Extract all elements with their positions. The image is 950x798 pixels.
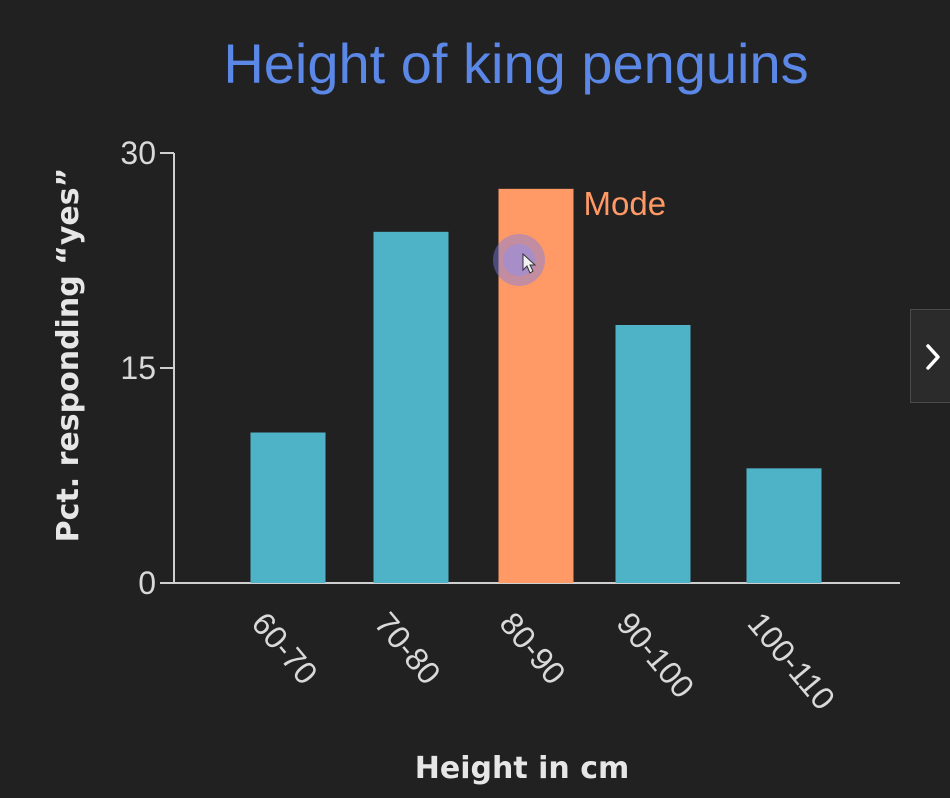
- x-tick-label: 80-90: [493, 605, 573, 691]
- y-tick-label: 0: [138, 565, 156, 601]
- next-button[interactable]: [910, 309, 950, 403]
- y-tick-label: 30: [120, 135, 156, 171]
- bar: [746, 468, 822, 583]
- y-ticks: 0 15 30: [120, 135, 174, 601]
- bar: [373, 231, 449, 584]
- chart-title: Height of king penguins: [223, 32, 808, 95]
- bar: [615, 325, 691, 583]
- x-axis-title: Height in cm: [415, 751, 629, 786]
- cursor-arrow-icon: [522, 252, 537, 274]
- mode-annotation: Mode: [584, 185, 667, 222]
- x-tick-label: 70-80: [368, 605, 448, 691]
- x-ticks: 60-70 70-80 80-90 90-100 100-110: [245, 605, 843, 716]
- y-tick-label: 15: [120, 350, 156, 386]
- x-tick-label: 90-100: [610, 605, 702, 704]
- mouse-cursor: [493, 234, 545, 286]
- x-tick-label: 100-110: [741, 605, 843, 716]
- x-tick-label: 60-70: [245, 605, 325, 691]
- bar: [250, 432, 326, 583]
- y-axis-title: Pct. responding “yes”: [51, 168, 86, 543]
- chevron-right-icon: [926, 344, 940, 370]
